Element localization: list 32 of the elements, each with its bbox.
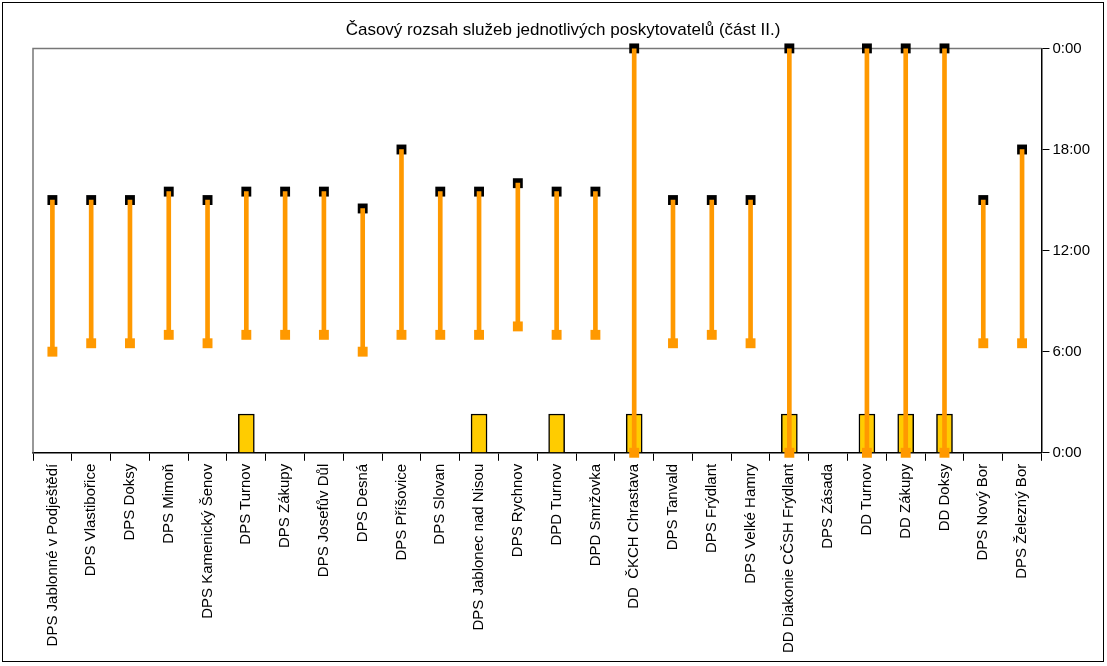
x-tick-label: DPS Zákupy — [275, 463, 293, 548]
x-tick-label: DPS Příšovice — [391, 463, 409, 561]
x-tick-label: DPS Rychnov — [507, 463, 525, 558]
chart-title: Časový rozsah služeb jednotlivých poskytovatelů (část II.) — [345, 19, 781, 39]
x-tick-label: DPS Železný Bor — [1012, 463, 1030, 579]
x-tick-label: DPD Turnov — [546, 463, 564, 546]
y-tick-label: 6:00 — [1052, 341, 1082, 359]
x-tick-label: DPS Slovan — [430, 463, 448, 545]
x-tick-label: DPS Desná — [352, 463, 370, 543]
x-tick-label: DPS Turnov — [236, 463, 254, 545]
x-tick-label: DD Zákupy — [895, 463, 913, 539]
x-tick-label: DPS Josefův Důl — [314, 463, 332, 578]
x-tick-label: DPS Kamenický Šenov — [197, 463, 215, 619]
x-tick-label: DPS Nový Bor — [973, 463, 991, 561]
x-tick-label: DD Doksy — [934, 463, 952, 532]
x-tick-label: DD Turnov — [857, 463, 875, 536]
y-tick-label: 0:00 — [1052, 38, 1082, 56]
x-tick-label: DPS Doksy — [120, 463, 138, 541]
y-tick-label: 0:00 — [1052, 442, 1082, 460]
x-tick-label: DD ČKCH Chrastava — [624, 463, 642, 609]
y-tick-label: 12:00 — [1052, 240, 1091, 258]
x-tick-label: DPD Smržovka — [585, 463, 603, 567]
x-tick-label: DPS Frýdlant — [701, 462, 719, 553]
x-tick-label: DD Diakonie CČSH Frýdlant — [779, 462, 797, 654]
x-tick-label: DPS Vlastibořice — [81, 463, 99, 577]
y-tick-label: 18:00 — [1052, 139, 1091, 157]
x-tick-label: DPS Mimoň — [158, 463, 176, 544]
x-tick-label: DPS Tanvald — [663, 463, 681, 551]
x-tick-label: DPS Zásada — [818, 463, 836, 549]
x-tick-label: DPS Jablonec nad Nisou — [469, 463, 487, 631]
x-tick-label: DPS Jablonné v Podještědí — [42, 462, 60, 647]
x-tick-label: DPS Velké Hamry — [740, 463, 758, 584]
